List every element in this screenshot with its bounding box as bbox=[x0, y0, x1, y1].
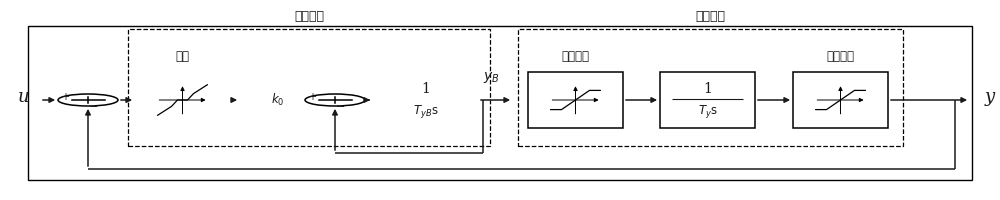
Text: 主接限幅: 主接限幅 bbox=[826, 50, 854, 63]
Bar bbox=[373, 68, 478, 132]
Text: 主接限速: 主接限速 bbox=[562, 50, 590, 63]
Text: 1: 1 bbox=[703, 82, 712, 96]
Text: 主配压阀: 主配压阀 bbox=[294, 10, 324, 23]
Bar bbox=[518, 29, 903, 146]
Text: 1: 1 bbox=[421, 82, 430, 96]
Text: $k_{0}$: $k_{0}$ bbox=[271, 92, 285, 108]
Text: $y_{B}$: $y_{B}$ bbox=[483, 70, 499, 85]
Text: +: + bbox=[308, 92, 316, 102]
Polygon shape bbox=[240, 74, 316, 126]
Text: y: y bbox=[985, 88, 995, 106]
Text: +: + bbox=[62, 92, 70, 102]
Bar bbox=[660, 72, 755, 128]
Bar bbox=[128, 29, 490, 146]
Text: $T_{yB}$s: $T_{yB}$s bbox=[413, 102, 438, 119]
Bar bbox=[793, 72, 888, 128]
Text: −: − bbox=[336, 102, 346, 112]
Bar bbox=[135, 72, 230, 128]
Text: $T_{y}$s: $T_{y}$s bbox=[698, 102, 717, 119]
Bar bbox=[528, 72, 623, 128]
Bar bbox=[28, 26, 972, 180]
Text: 主接力器: 主接力器 bbox=[696, 10, 726, 23]
Circle shape bbox=[58, 94, 118, 106]
Text: u: u bbox=[18, 88, 30, 106]
Text: 死区: 死区 bbox=[176, 50, 190, 63]
Text: −: − bbox=[89, 102, 99, 112]
Circle shape bbox=[305, 94, 365, 106]
